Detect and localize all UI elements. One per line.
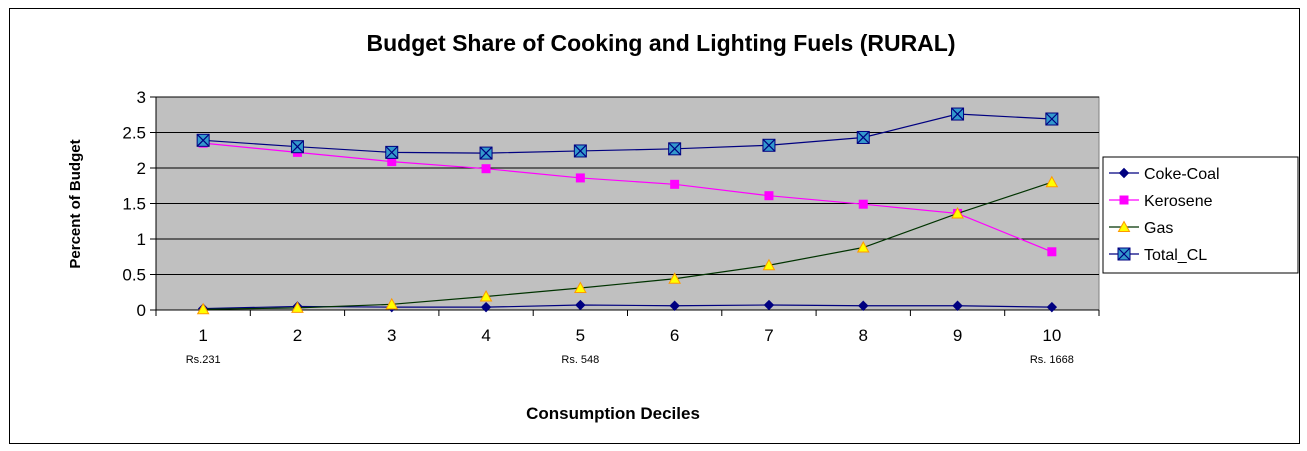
point-gas: [951, 206, 964, 219]
point-gas: [762, 258, 776, 271]
point-gas: [856, 240, 870, 253]
chart: Budget Share of Cooking and Lighting Fue…: [67, 30, 1299, 423]
point-total-cl: [1045, 112, 1059, 126]
chart-title: Budget Share of Cooking and Lighting Fue…: [366, 30, 955, 56]
x-tick-label: 6: [670, 326, 679, 345]
point-coke-coal: [763, 299, 775, 311]
x-tick-label: 9: [953, 326, 962, 345]
x-tick-label: 1: [198, 326, 207, 345]
x-tick-label: 10: [1042, 326, 1061, 345]
point-kerosene: [481, 164, 491, 174]
y-axis-label: Percent of Budget: [67, 139, 84, 268]
point-coke-coal: [952, 300, 963, 311]
point-total-cl: [856, 130, 870, 144]
point-total-cl: [951, 107, 965, 121]
point-total-cl: [385, 145, 399, 159]
point-total-cl: [290, 140, 304, 154]
point-coke-coal: [480, 301, 492, 313]
point-kerosene: [575, 173, 585, 183]
series-line-total-cl: [203, 113, 1052, 154]
point-gas: [479, 289, 493, 302]
x-tick-label: 7: [764, 326, 773, 345]
point-coke-coal: [1046, 301, 1058, 313]
legend-entry: Total_CL: [1144, 247, 1207, 264]
legend-marker-coke-coal: [1118, 167, 1130, 179]
legend-marker-kerosene: [1119, 195, 1129, 205]
x-tick-label: 4: [481, 326, 490, 345]
point-kerosene: [764, 191, 774, 201]
y-tick-label: 0: [137, 301, 146, 320]
point-kerosene: [858, 199, 868, 209]
point-gas: [1045, 175, 1059, 188]
point-gas: [196, 302, 210, 315]
category-note: Rs. 1668: [1030, 354, 1074, 366]
legend-entry: Kerosene: [1144, 193, 1213, 210]
point-gas: [574, 281, 587, 293]
point-total-cl: [479, 146, 493, 160]
x-tick-label: 2: [293, 326, 302, 345]
y-tick-label: 0.5: [122, 266, 146, 285]
chart-frame: Budget Share of Cooking and Lighting Fue…: [9, 8, 1300, 444]
point-gas: [668, 272, 681, 284]
point-coke-coal: [858, 300, 869, 311]
point-coke-coal: [669, 300, 680, 311]
point-kerosene: [1047, 247, 1057, 257]
point-total-cl: [196, 133, 210, 147]
y-tick-label: 2: [137, 159, 146, 178]
y-tick-label: 3: [137, 88, 146, 107]
y-tick-label: 1.5: [122, 195, 146, 214]
point-gas: [291, 301, 304, 313]
category-note: Rs. 548: [561, 354, 599, 366]
legend-entry: Gas: [1144, 220, 1173, 237]
x-tick-label: 5: [576, 326, 585, 345]
series-line-gas: [203, 181, 1053, 310]
point-total-cl: [762, 138, 776, 152]
legend-entry: Coke-Coal: [1144, 166, 1220, 183]
point-gas: [385, 297, 399, 310]
point-total-cl: [573, 144, 587, 158]
series-line-kerosene: [203, 142, 1053, 253]
legend-marker-gas: [1117, 220, 1131, 232]
legend-marker-total-cl: [1117, 247, 1131, 261]
point-total-cl: [668, 142, 682, 156]
point-kerosene: [670, 179, 680, 189]
x-tick-label: 3: [387, 326, 396, 345]
point-coke-coal: [575, 299, 586, 311]
category-note: Rs.231: [186, 354, 221, 366]
y-tick-label: 2.5: [122, 124, 146, 143]
y-tick-label: 1: [137, 230, 146, 249]
x-axis-label: Consumption Deciles: [526, 404, 700, 423]
x-tick-label: 8: [859, 326, 868, 345]
series-line-coke-coal: [203, 304, 1052, 310]
